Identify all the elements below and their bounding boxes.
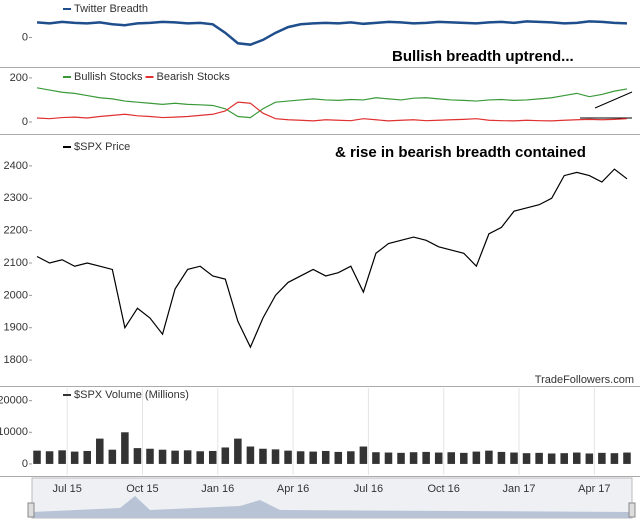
legend-label: $SPX Volume (Millions) xyxy=(74,389,189,401)
legend-label: Twitter Breadth xyxy=(74,3,148,15)
y-tick-label: 2300 xyxy=(4,192,28,204)
bar xyxy=(45,451,54,464)
series-line xyxy=(36,168,628,349)
bar xyxy=(560,453,568,464)
x-tick-label: Jul 15 xyxy=(52,483,81,495)
annotation: & rise in bearish breadth contained xyxy=(335,144,586,161)
y-tick-label: 10000 xyxy=(0,426,28,438)
y-tick-label: 2400 xyxy=(4,160,28,172)
y-tick-label: 1900 xyxy=(4,322,28,334)
x-tick-label: Apr 17 xyxy=(578,483,610,495)
bar xyxy=(96,438,104,464)
bar xyxy=(121,432,129,464)
navigator-area xyxy=(32,496,632,518)
trend-line xyxy=(594,91,633,109)
x-tick-label: Apr 16 xyxy=(277,483,309,495)
bar xyxy=(585,453,594,464)
bar xyxy=(447,452,456,464)
bar xyxy=(347,451,355,464)
bar xyxy=(208,450,217,464)
series-line xyxy=(36,87,628,119)
bar xyxy=(259,448,267,464)
bar xyxy=(522,453,531,464)
legend-label: $SPX Price xyxy=(74,141,130,153)
x-tick-label: Jan 17 xyxy=(503,483,536,495)
bar xyxy=(70,451,79,464)
bar xyxy=(33,450,41,464)
bar xyxy=(271,449,280,464)
bar xyxy=(623,452,631,464)
bar xyxy=(196,451,204,464)
bar xyxy=(234,438,242,464)
bar xyxy=(610,453,619,464)
y-tick-label: 2200 xyxy=(4,225,28,237)
bar xyxy=(296,451,305,464)
legend-label: Bearish Stocks xyxy=(156,71,230,83)
bar xyxy=(547,453,556,464)
bar xyxy=(309,451,317,464)
bar xyxy=(146,448,154,464)
x-tick-label: Jul 16 xyxy=(354,483,383,495)
bar xyxy=(171,450,179,464)
bar xyxy=(83,450,91,464)
bar xyxy=(434,452,443,464)
bar xyxy=(535,452,543,464)
credit: TradeFollowers.com xyxy=(535,374,634,386)
y-tick-label: 200 xyxy=(10,72,28,84)
bar xyxy=(384,452,393,464)
bar xyxy=(359,446,368,464)
x-tick-label: Oct 16 xyxy=(428,483,460,495)
legend-label: Bullish Stocks xyxy=(74,71,143,83)
bar xyxy=(334,451,343,464)
bar xyxy=(246,446,255,464)
bar xyxy=(133,448,142,464)
y-tick-label: 2000 xyxy=(4,289,28,301)
bar xyxy=(321,450,330,464)
series-line xyxy=(36,20,628,46)
series-line xyxy=(36,101,628,122)
bar xyxy=(158,449,167,464)
x-tick-label: Jan 16 xyxy=(201,483,234,495)
x-tick-label: Oct 15 xyxy=(126,483,158,495)
bar xyxy=(510,452,518,464)
bar xyxy=(573,452,581,464)
bar xyxy=(397,452,405,464)
bar xyxy=(284,450,292,464)
y-tick-label: 20000 xyxy=(0,395,28,407)
bar xyxy=(472,451,481,464)
bar xyxy=(460,452,468,464)
bar xyxy=(372,452,380,464)
navigator-handle[interactable] xyxy=(27,502,35,518)
y-tick-label: 1800 xyxy=(4,354,28,366)
bar xyxy=(409,452,418,464)
bar xyxy=(221,447,230,464)
y-tick-label: 0 xyxy=(22,116,28,128)
y-tick-label: 0 xyxy=(22,31,28,43)
bar xyxy=(497,451,506,464)
navigator-handle[interactable] xyxy=(628,502,636,518)
bar xyxy=(58,450,66,464)
bar xyxy=(485,450,493,464)
y-tick-label: 0 xyxy=(22,458,28,470)
bar xyxy=(183,450,192,464)
y-tick-label: 2100 xyxy=(4,257,28,269)
bar xyxy=(108,449,117,464)
bar xyxy=(598,452,606,464)
annotation: Bullish breadth uptrend... xyxy=(392,48,574,65)
bar xyxy=(422,451,430,464)
